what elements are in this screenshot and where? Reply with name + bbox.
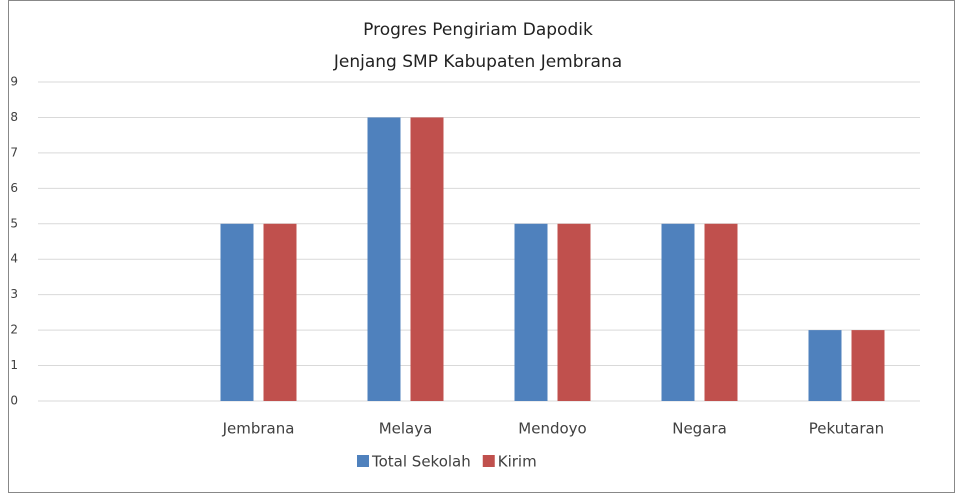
legend-label: Kirim xyxy=(498,453,537,471)
bar xyxy=(410,117,444,401)
x-tick-label: Jembrana xyxy=(222,420,295,438)
y-tick-label: 4 xyxy=(10,252,18,266)
y-tick-label: 1 xyxy=(10,358,18,372)
bar xyxy=(704,223,738,401)
bar xyxy=(851,330,885,401)
legend-label: Total Sekolah xyxy=(371,453,471,471)
y-tick-label: 8 xyxy=(10,110,18,124)
x-tick-label: Melaya xyxy=(379,420,433,438)
chart-subtitle: Jenjang SMP Kabupaten Jembrana xyxy=(333,52,622,72)
bar xyxy=(557,223,591,401)
y-tick-label: 7 xyxy=(10,145,18,159)
bar xyxy=(661,223,695,401)
y-tick-label: 6 xyxy=(10,181,18,195)
bar xyxy=(808,330,842,401)
legend-swatch xyxy=(357,455,369,467)
chart-title: Progres Pengiriam Dapodik xyxy=(363,20,593,40)
bar xyxy=(263,223,297,401)
bar xyxy=(220,223,254,401)
y-tick-label: 5 xyxy=(10,216,18,230)
x-tick-label: Mendoyo xyxy=(518,420,586,438)
y-tick-label: 2 xyxy=(10,323,18,337)
bar xyxy=(514,223,548,401)
y-tick-label: 9 xyxy=(10,75,18,89)
x-tick-label: Pekutaran xyxy=(809,420,884,438)
legend-swatch xyxy=(482,455,495,467)
x-tick-label: Negara xyxy=(672,420,727,438)
y-tick-label: 0 xyxy=(10,394,18,408)
bar xyxy=(367,117,401,401)
y-tick-label: 3 xyxy=(10,287,18,301)
